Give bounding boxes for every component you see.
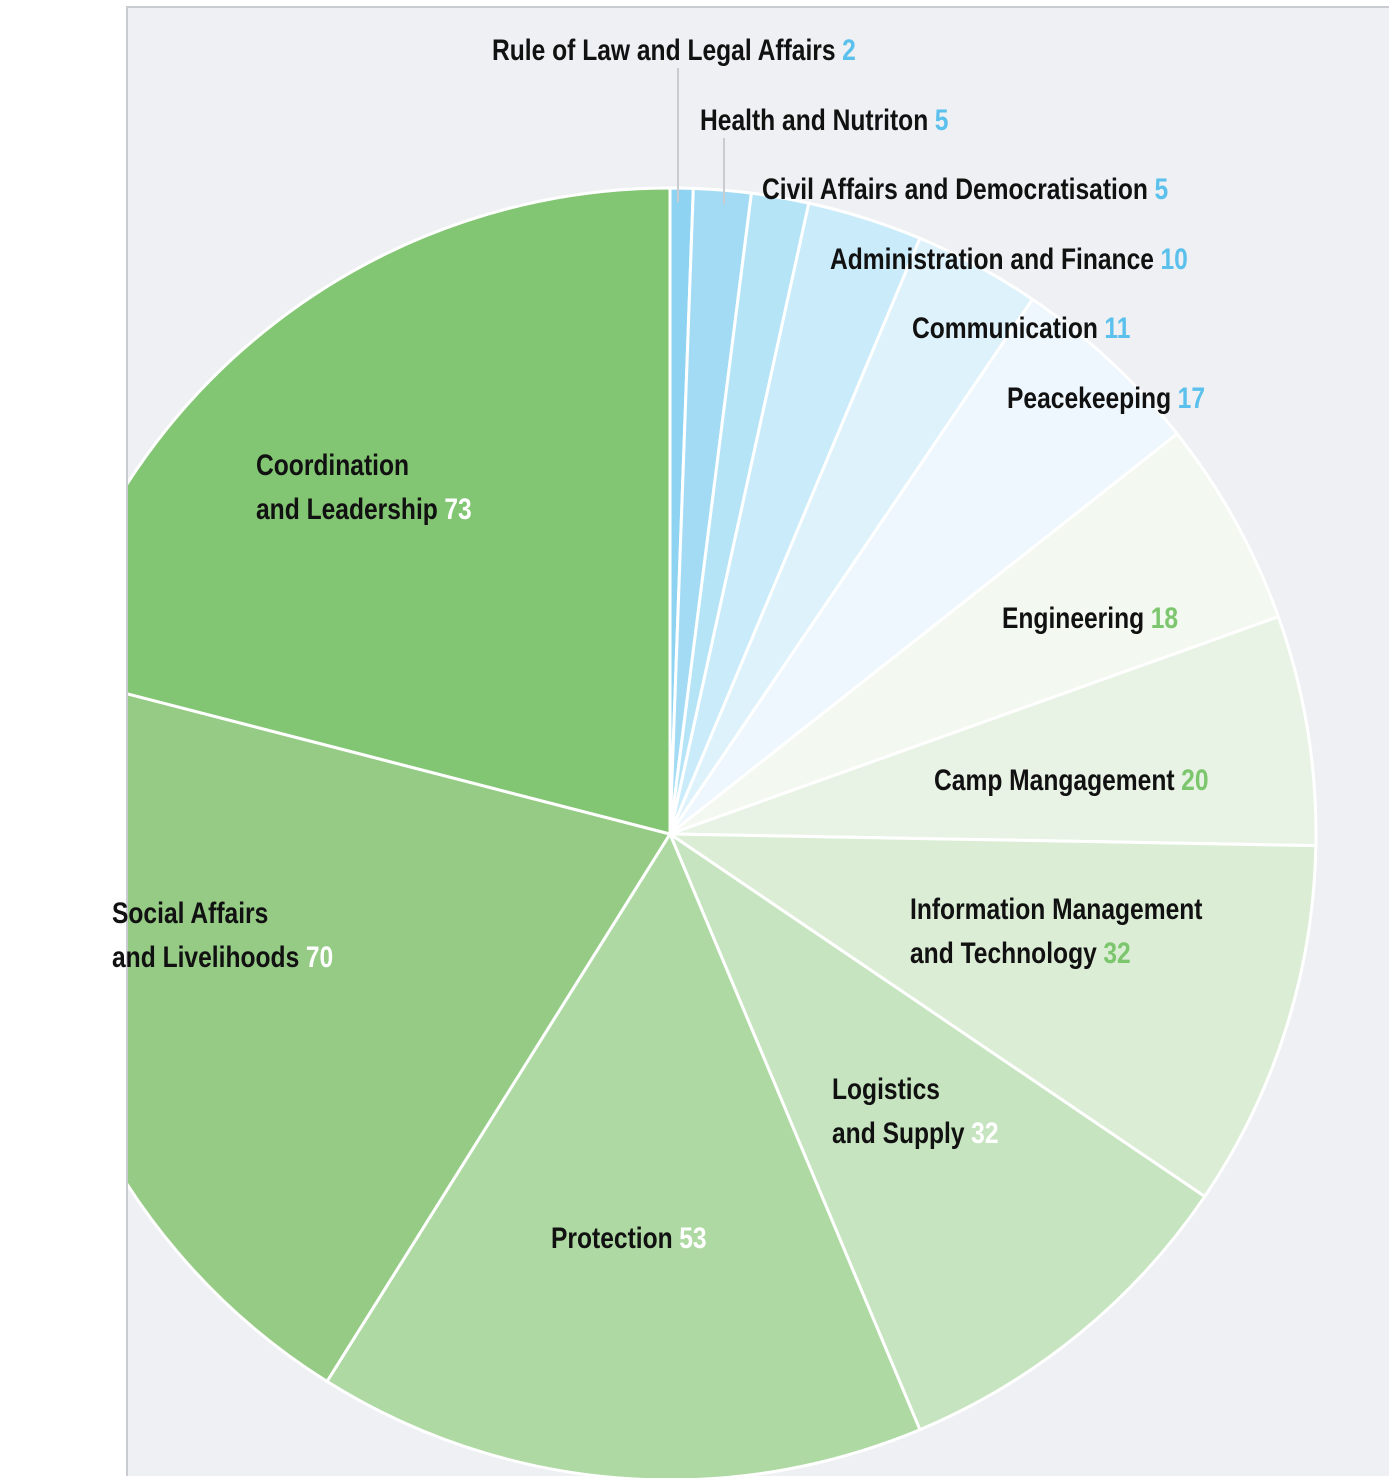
pie-slice bbox=[668, 615, 1318, 848]
slice-label-line: Civil Affairs and Democratisation 5 bbox=[762, 168, 1168, 212]
slice-label-line: Camp Mangagement 20 bbox=[934, 759, 1209, 803]
slice-label-text: Communication bbox=[912, 312, 1098, 345]
slice-label-text: Rule of Law and Legal Affairs bbox=[492, 34, 836, 67]
slice-value: 32 bbox=[1103, 937, 1131, 970]
pie-slice bbox=[668, 832, 1207, 1432]
slice-label-line: Coordination bbox=[256, 444, 472, 488]
slice-label-line: Rule of Law and Legal Affairs 2 bbox=[492, 29, 856, 73]
slice-value: 5 bbox=[1154, 173, 1169, 206]
slice-label: Social Affairs and Livelihoods 70 bbox=[112, 892, 333, 980]
pie-slice bbox=[128, 692, 672, 1383]
slice-label-line: Administration and Finance 10 bbox=[830, 238, 1188, 282]
slice-value: 73 bbox=[444, 493, 472, 526]
slice-label-line: Logistics bbox=[832, 1068, 999, 1112]
slice-label-line: Social Affairs bbox=[112, 892, 333, 936]
slice-label: Peacekeeping 17 bbox=[1007, 377, 1205, 421]
slice-value: 70 bbox=[305, 941, 334, 974]
slice-label-text: Civil Affairs and Democratisation bbox=[762, 173, 1148, 206]
slice-label-text: Engineering bbox=[1002, 602, 1145, 635]
slice-label-text: Coordination bbox=[256, 449, 410, 482]
slice-label-text: Logistics bbox=[832, 1073, 940, 1106]
slice-label: Protection 53 bbox=[551, 1217, 707, 1261]
slice-label: Health and Nutriton 5 bbox=[700, 99, 948, 143]
slice-label-text: Peacekeeping bbox=[1007, 382, 1172, 415]
slice-label-text: and Technology bbox=[910, 937, 1097, 970]
slice-label-line: Information Management bbox=[910, 888, 1202, 932]
slice-label-line: Protection 53 bbox=[551, 1217, 707, 1261]
slice-value: 32 bbox=[971, 1117, 999, 1150]
slice-label-text: Health and Nutriton bbox=[700, 104, 929, 137]
slice-value: 20 bbox=[1181, 764, 1209, 797]
slice-label-text: Camp Mangagement bbox=[934, 764, 1175, 797]
slice-value: 17 bbox=[1177, 382, 1206, 415]
slice-label-text: Information Management bbox=[910, 893, 1203, 926]
slice-label: Civil Affairs and Democratisation 5 bbox=[762, 168, 1168, 212]
slice-label: Rule of Law and Legal Affairs 2 bbox=[492, 29, 856, 73]
slice-label-text: and Supply bbox=[832, 1117, 965, 1150]
slice-label-text: and Livelihoods bbox=[112, 941, 300, 974]
slice-label-line: and Technology 32 bbox=[910, 932, 1202, 976]
slice-label: Communication 11 bbox=[912, 307, 1130, 351]
slice-label-line: and Leadership 73 bbox=[256, 488, 472, 532]
pie-slice bbox=[128, 186, 672, 836]
slice-label: Engineering 18 bbox=[1002, 597, 1178, 641]
slice-label-text: Administration and Finance bbox=[830, 243, 1154, 276]
slice-label: Logistics and Supply 32 bbox=[832, 1068, 999, 1156]
slice-label-line: Peacekeeping 17 bbox=[1007, 377, 1205, 421]
slice-label-line: Health and Nutriton 5 bbox=[700, 99, 948, 143]
slice-label: Administration and Finance 10 bbox=[830, 238, 1188, 282]
slice-label-text: Protection bbox=[551, 1222, 673, 1255]
pie-slice bbox=[668, 297, 1179, 836]
slice-label-text: Social Affairs bbox=[112, 897, 269, 930]
slice-value: 53 bbox=[679, 1222, 707, 1255]
pie-slice bbox=[668, 432, 1280, 836]
slice-value: 18 bbox=[1150, 602, 1179, 635]
pie-chart bbox=[128, 68, 1318, 1478]
slice-label: Coordination and Leadership 73 bbox=[256, 444, 472, 532]
chart-panel: Rule of Law and Legal Affairs 2 Health and… bbox=[112, 6, 1389, 1478]
slice-label: Camp Mangagement 20 bbox=[934, 759, 1209, 803]
slice-value: 11 bbox=[1104, 312, 1131, 345]
slice-value: 10 bbox=[1160, 243, 1188, 276]
slice-value: 5 bbox=[934, 104, 949, 137]
slice-value: 2 bbox=[842, 34, 856, 67]
slice-label-line: and Supply 32 bbox=[832, 1112, 999, 1156]
slice-label-text: and Leadership bbox=[256, 493, 438, 526]
slice-label-line: and Livelihoods 70 bbox=[112, 936, 333, 980]
pie-slice bbox=[668, 832, 1318, 1199]
slice-label-line: Communication 11 bbox=[912, 307, 1130, 351]
slice-label-line: Engineering 18 bbox=[1002, 597, 1178, 641]
slice-label: Information Management and Technology 32 bbox=[910, 888, 1202, 976]
